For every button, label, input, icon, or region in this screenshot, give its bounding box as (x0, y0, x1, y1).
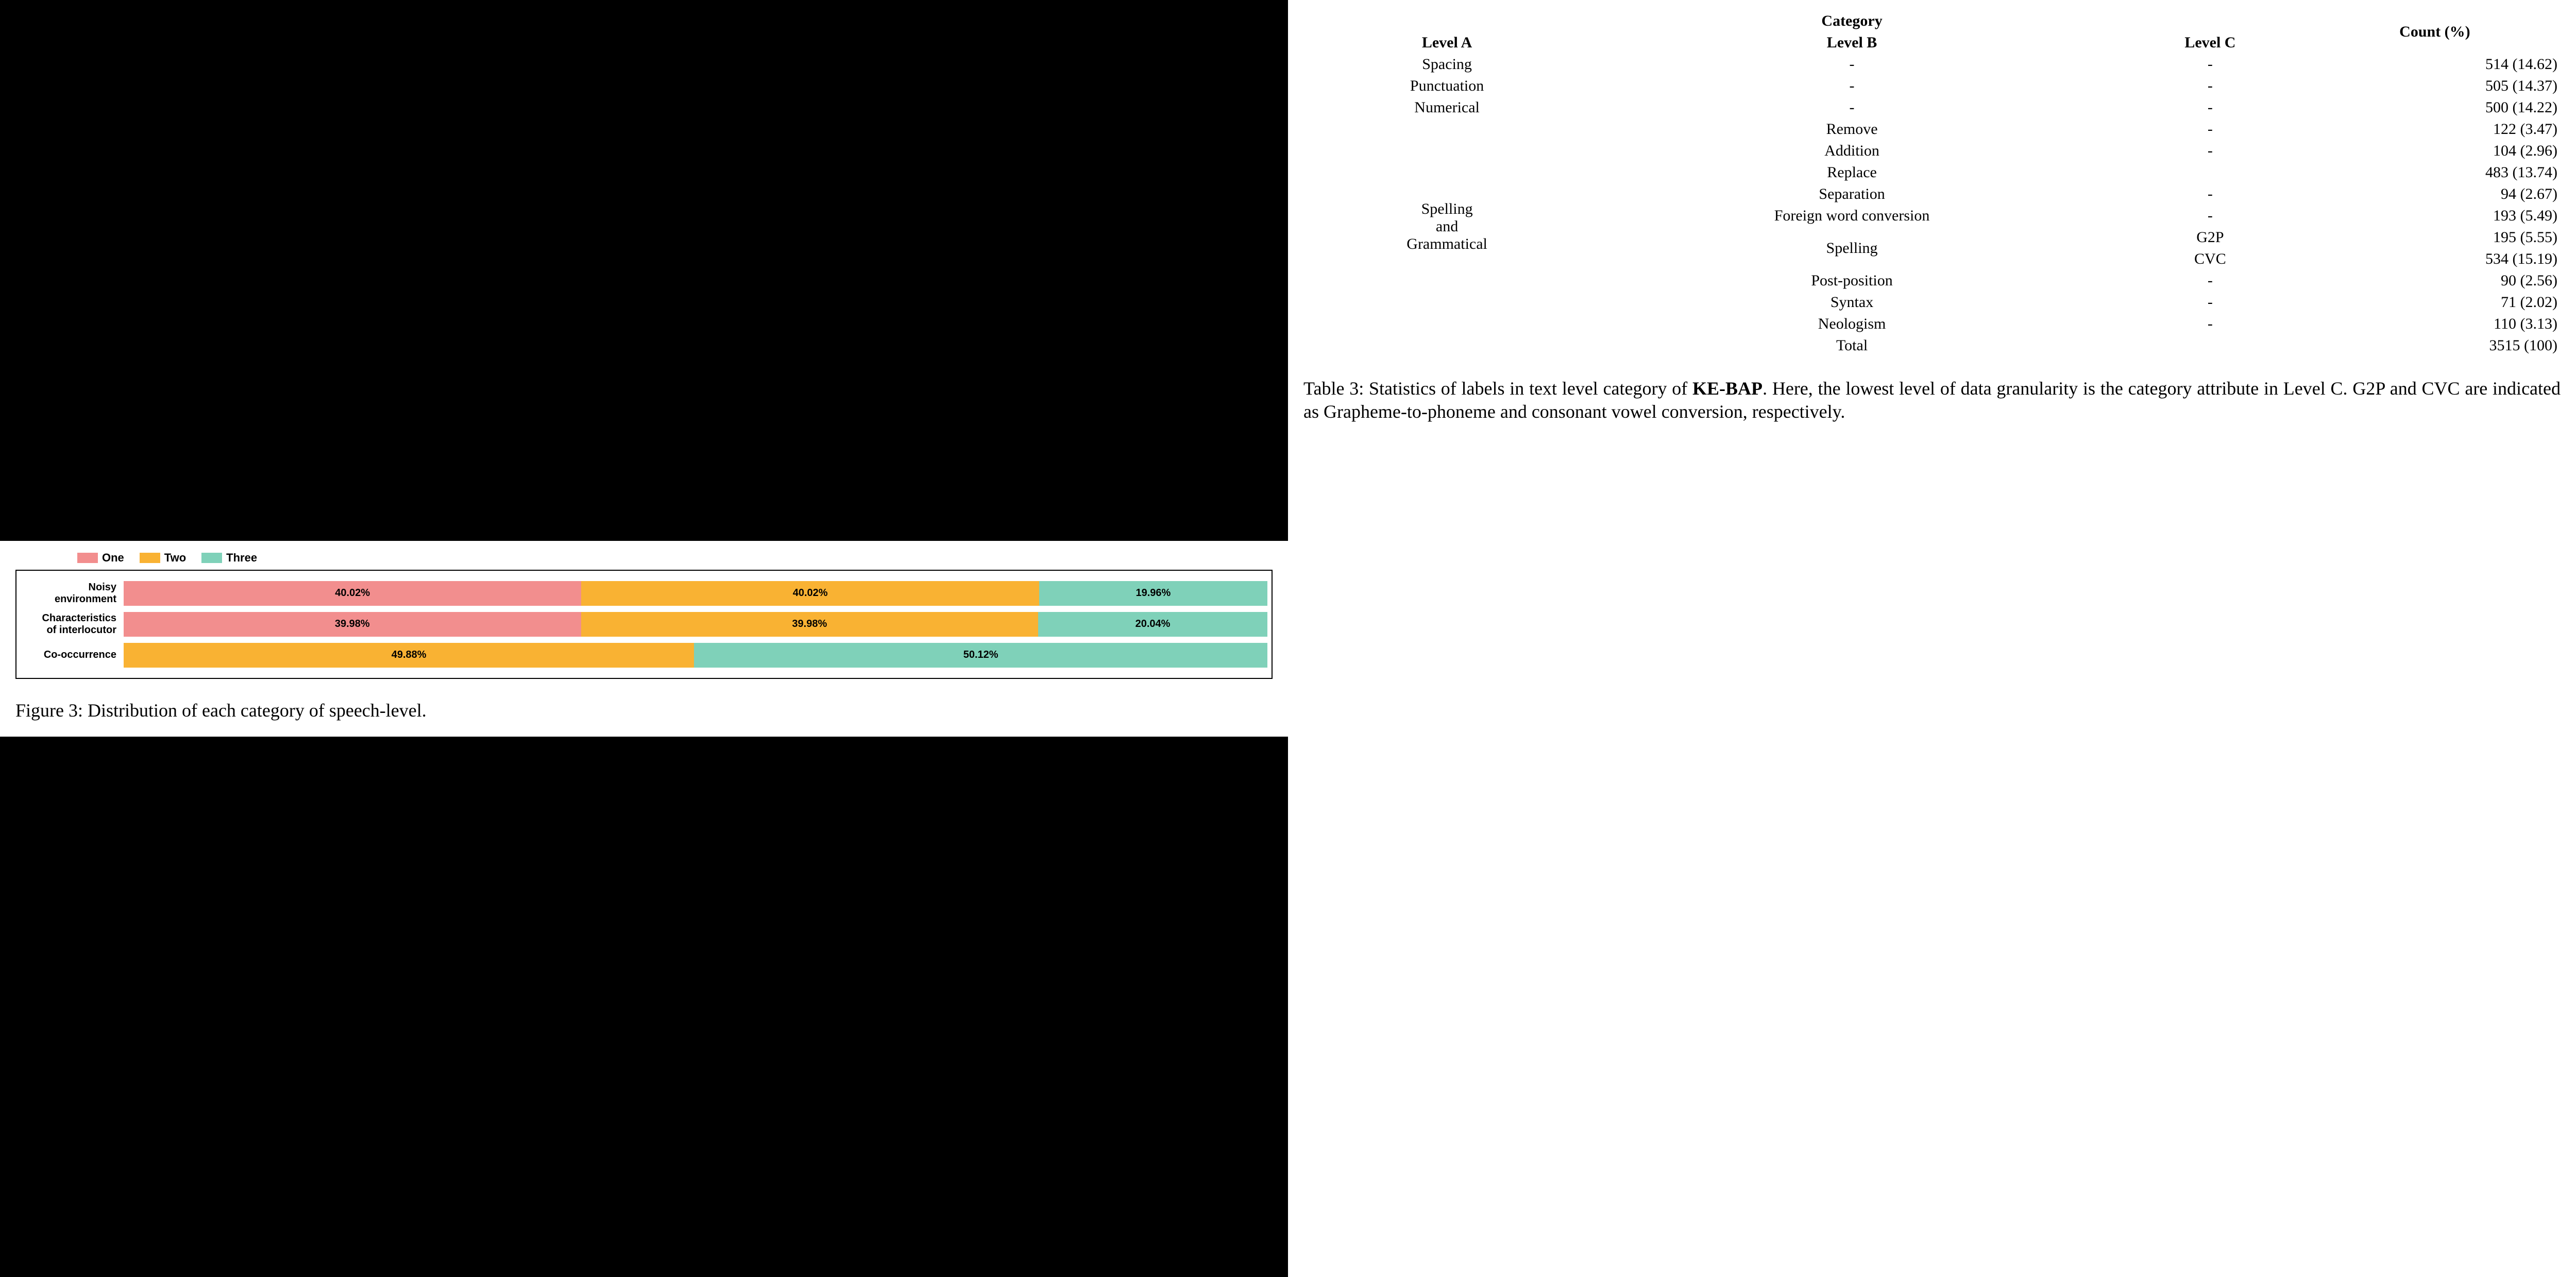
cell-level-c: - (2113, 97, 2307, 118)
cell-level-c: - (2113, 118, 2307, 140)
cell-level-c: - (2113, 75, 2307, 97)
cell-level-a: Punctuation (1303, 75, 1590, 97)
cell-total-count: 3515 (100) (2307, 335, 2561, 356)
bar-track: 39.98%39.98%20.04% (124, 612, 1267, 637)
bar-segment: 40.02% (124, 581, 581, 606)
header-category: Category (1590, 10, 2113, 32)
cell-count: 104 (2.96) (2307, 140, 2561, 162)
bar-segment: 50.12% (694, 643, 1267, 668)
cell-level-b: Neologism (1590, 313, 2113, 335)
bar-track: 40.02%40.02%19.96% (124, 581, 1267, 606)
cell-level-b: Spelling (1590, 227, 2113, 270)
figure-3-caption: Figure 3: Distribution of each category … (0, 684, 1288, 737)
cell-level-b: - (1590, 97, 2113, 118)
cell-empty (2113, 335, 2307, 356)
cell-count: 110 (3.13) (2307, 313, 2561, 335)
figure-3: OneTwoThree Noisyenvironment40.02%40.02%… (0, 541, 1288, 684)
table-row: Spacing--514 (14.62) (1303, 54, 2561, 75)
table-row: Punctuation--505 (14.37) (1303, 75, 2561, 97)
bar-segment: 40.02% (581, 581, 1039, 606)
header-count: Count (%) (2307, 10, 2561, 54)
left-column: OneTwoThree Noisyenvironment40.02%40.02%… (0, 0, 1288, 1277)
cell-count: 122 (3.47) (2307, 118, 2561, 140)
header-level-b: Level B (1590, 32, 2113, 54)
legend-swatch (201, 553, 222, 563)
bar-segment: 39.98% (124, 612, 581, 637)
cell-count: 94 (2.67) (2307, 183, 2561, 205)
table-row: Total 3515 (100) (1303, 335, 2561, 356)
chart-legend: One Two Three (77, 551, 1273, 565)
cell-level-c: G2P (2113, 227, 2307, 248)
table-3: CategoryCount (%)Level ALevel BLevel CSp… (1303, 10, 2561, 356)
cell-level-b: Replace (1590, 162, 2113, 183)
legend-swatch (77, 553, 98, 563)
right-column: CategoryCount (%)Level ALevel BLevel CSp… (1288, 0, 2576, 1277)
legend-label: Three (226, 551, 257, 565)
cell-count: 483 (13.74) (2307, 162, 2561, 183)
legend-swatch (140, 553, 160, 563)
cell-level-c: - (2113, 205, 2307, 227)
bar-category-label: Co-occurrence (21, 649, 124, 661)
caption-text-pre: Table 3: Statistics of labels in text le… (1303, 378, 1692, 399)
bar-category-label: Characteristicsof interlocutor (21, 612, 124, 636)
chart-plot-area: Noisyenvironment40.02%40.02%19.96%Charac… (15, 570, 1273, 679)
bar-row: Noisyenvironment40.02%40.02%19.96% (21, 581, 1267, 606)
legend-item: One (77, 551, 124, 565)
legend-label: One (102, 551, 124, 565)
caption-bold: KE-BAP (1692, 378, 1762, 399)
cell-total-label: Total (1590, 335, 2113, 356)
table-3-caption: Table 3: Statistics of labels in text le… (1303, 377, 2561, 423)
page-root: OneTwoThree Noisyenvironment40.02%40.02%… (0, 0, 2576, 1277)
cell-level-c: - (2113, 140, 2307, 162)
cell-level-c: - (2113, 270, 2307, 292)
cell-empty (1303, 335, 1590, 356)
cell-level-a: Numerical (1303, 97, 1590, 118)
cell-level-a: SpellingandGrammatical (1303, 118, 1590, 335)
bar-track: 49.88%50.12% (124, 643, 1267, 668)
table-row: CategoryCount (%) (1303, 10, 2561, 32)
cell-level-b: Separation (1590, 183, 2113, 205)
bar-segment: 20.04% (1038, 612, 1267, 637)
legend-item: Two (140, 551, 186, 565)
redacted-block-top (0, 0, 1288, 541)
legend-label: Two (164, 551, 186, 565)
cell-count: 514 (14.62) (2307, 54, 2561, 75)
legend-item: Three (201, 551, 257, 565)
header-level-c: Level C (2113, 32, 2307, 54)
redacted-block-bottom (0, 737, 1288, 1277)
header-spacer (1303, 10, 1590, 32)
cell-level-c: - (2113, 183, 2307, 205)
cell-count: 534 (15.19) (2307, 248, 2561, 270)
table-row: SpellingandGrammaticalRemove-122 (3.47) (1303, 118, 2561, 140)
cell-count: 500 (14.22) (2307, 97, 2561, 118)
cell-count: 90 (2.56) (2307, 270, 2561, 292)
cell-level-c (2113, 162, 2307, 183)
cell-level-b: Remove (1590, 118, 2113, 140)
table-row: Numerical--500 (14.22) (1303, 97, 2561, 118)
cell-level-b: Foreign word conversion (1590, 205, 2113, 227)
bar-category-label: Noisyenvironment (21, 582, 124, 605)
cell-level-b: - (1590, 75, 2113, 97)
bar-segment: 49.88% (124, 643, 694, 668)
bar-row: Co-occurrence49.88%50.12% (21, 643, 1267, 668)
cell-count: 505 (14.37) (2307, 75, 2561, 97)
cell-count: 195 (5.55) (2307, 227, 2561, 248)
bar-segment: 19.96% (1039, 581, 1267, 606)
cell-count: 71 (2.02) (2307, 292, 2561, 313)
cell-level-c: - (2113, 54, 2307, 75)
bar-row: Characteristicsof interlocutor39.98%39.9… (21, 612, 1267, 637)
cell-level-b: Addition (1590, 140, 2113, 162)
cell-count: 193 (5.49) (2307, 205, 2561, 227)
header-spacer (2113, 10, 2307, 32)
cell-level-a: Spacing (1303, 54, 1590, 75)
header-level-a: Level A (1303, 32, 1590, 54)
bar-segment: 39.98% (581, 612, 1039, 637)
cell-level-c: - (2113, 292, 2307, 313)
cell-level-c: CVC (2113, 248, 2307, 270)
cell-level-b: Post-position (1590, 270, 2113, 292)
cell-level-b: Syntax (1590, 292, 2113, 313)
cell-level-b: - (1590, 54, 2113, 75)
cell-level-c: - (2113, 313, 2307, 335)
